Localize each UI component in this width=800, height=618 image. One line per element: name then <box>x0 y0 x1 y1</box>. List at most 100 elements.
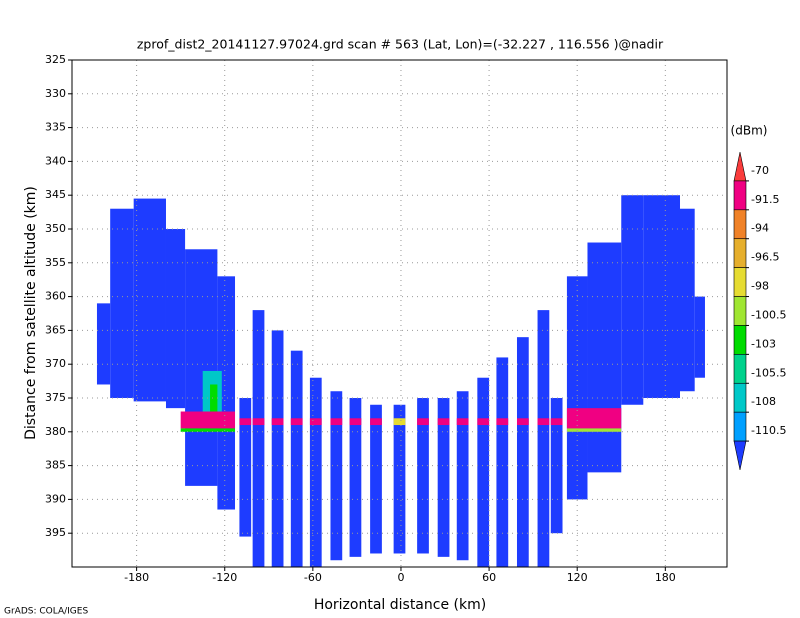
field-cell <box>290 350 303 567</box>
field-cell <box>680 208 695 392</box>
field-cell <box>587 242 622 473</box>
plot-area <box>96 195 705 567</box>
x-tick-label: 0 <box>397 571 404 584</box>
field-cell <box>566 428 622 432</box>
chart-title: zprof_dist2_20141127.97024.grd scan # 56… <box>137 37 664 52</box>
field-cell <box>393 418 406 426</box>
field-cell <box>370 418 382 426</box>
colorbar-label: -108 <box>751 395 776 408</box>
field-cell <box>643 195 681 398</box>
colorbar-box <box>733 296 747 326</box>
colorbar-cap <box>733 440 747 471</box>
y-tick-label: 335 <box>45 121 66 134</box>
field-cell <box>330 418 343 426</box>
field-cell <box>566 276 588 500</box>
field-cell <box>271 418 284 426</box>
y-tick-label: 325 <box>45 53 66 66</box>
y-tick-label: 330 <box>45 87 66 100</box>
colorbar-label: -94 <box>751 222 769 235</box>
field-cell <box>437 398 450 557</box>
colorbar-box <box>733 180 747 211</box>
plot-frame <box>71 59 728 568</box>
colorbar-box <box>733 382 747 413</box>
y-tick-label: 355 <box>45 256 66 269</box>
field-cell <box>330 391 343 561</box>
field-cell <box>217 276 236 510</box>
colorbar-box <box>733 411 747 442</box>
colorbar-box <box>733 325 747 355</box>
field-cell <box>349 398 362 557</box>
colorbar-label: -91.5 <box>751 193 779 206</box>
colorbar-label: -103 <box>751 337 776 350</box>
field-cell <box>516 337 529 567</box>
field-cell <box>180 428 236 432</box>
field-cell <box>537 310 550 567</box>
field-cell <box>252 418 265 426</box>
field-cell <box>180 411 236 429</box>
field-cell <box>165 229 186 409</box>
colorbar-box <box>733 209 747 240</box>
field-cell <box>550 398 563 534</box>
field-cell <box>417 418 429 426</box>
colorbar-box <box>733 354 747 384</box>
x-axis-label: Horizontal distance (km) <box>314 597 486 613</box>
y-tick-label: 360 <box>45 290 66 303</box>
y-tick-label: 345 <box>45 188 66 201</box>
field-cell <box>566 408 622 429</box>
x-tick-label: -60 <box>304 571 322 584</box>
y-tick-label: 390 <box>45 492 66 505</box>
colorbar-label: -98 <box>751 280 769 293</box>
y-tick-label: 375 <box>45 391 66 404</box>
field-cell <box>309 418 322 426</box>
colorbar-label: -96.5 <box>751 251 779 264</box>
field-cell <box>271 330 284 567</box>
y-tick-label: 380 <box>45 425 66 438</box>
field-cell <box>393 404 406 554</box>
colorbar-label: -110.5 <box>751 424 786 437</box>
field-cell <box>110 208 134 398</box>
y-tick-label: 365 <box>45 323 66 336</box>
field-cell <box>550 418 563 426</box>
y-tick-label: 395 <box>45 526 66 539</box>
y-tick-label: 370 <box>45 357 66 370</box>
field-cell <box>477 418 490 426</box>
x-tick-label: -180 <box>124 571 149 584</box>
field-cell <box>96 303 111 385</box>
y-tick-label: 340 <box>45 154 66 167</box>
field-cell <box>437 418 450 426</box>
y-tick-label: 350 <box>45 222 66 235</box>
field-cell <box>621 195 644 405</box>
field-cell <box>456 391 469 561</box>
field-cell <box>133 198 166 402</box>
y-tick-label: 385 <box>45 459 66 472</box>
field-cell <box>694 296 705 378</box>
colorbar-cap <box>733 151 747 182</box>
field-cell <box>456 418 469 426</box>
field-cell <box>516 418 529 426</box>
field-cell <box>537 418 550 426</box>
x-tick-label: 120 <box>567 571 588 584</box>
colorbar-label: -70 <box>751 164 769 177</box>
field-cell <box>239 418 252 426</box>
x-tick-label: -120 <box>212 571 237 584</box>
field-cell <box>496 357 509 567</box>
colorbar-box <box>733 238 747 268</box>
field-cell <box>370 404 382 554</box>
field-cell <box>496 418 509 426</box>
field-cell <box>417 398 429 554</box>
field-cell <box>185 249 218 486</box>
field-cell <box>239 398 252 537</box>
footer: GrADS: COLA/IGES <box>4 607 88 617</box>
x-tick-label: 60 <box>482 571 496 584</box>
field-cell <box>349 418 362 426</box>
field-cell <box>290 418 303 426</box>
colorbar-label: (dBm) <box>731 124 768 138</box>
field-cell <box>477 377 490 567</box>
colorbar-box <box>733 267 747 297</box>
colorbar-label: -105.5 <box>751 366 786 379</box>
field-cell <box>309 377 322 567</box>
colorbar-label: -100.5 <box>751 308 786 321</box>
field-cell <box>210 384 218 412</box>
x-tick-label: 180 <box>655 571 676 584</box>
